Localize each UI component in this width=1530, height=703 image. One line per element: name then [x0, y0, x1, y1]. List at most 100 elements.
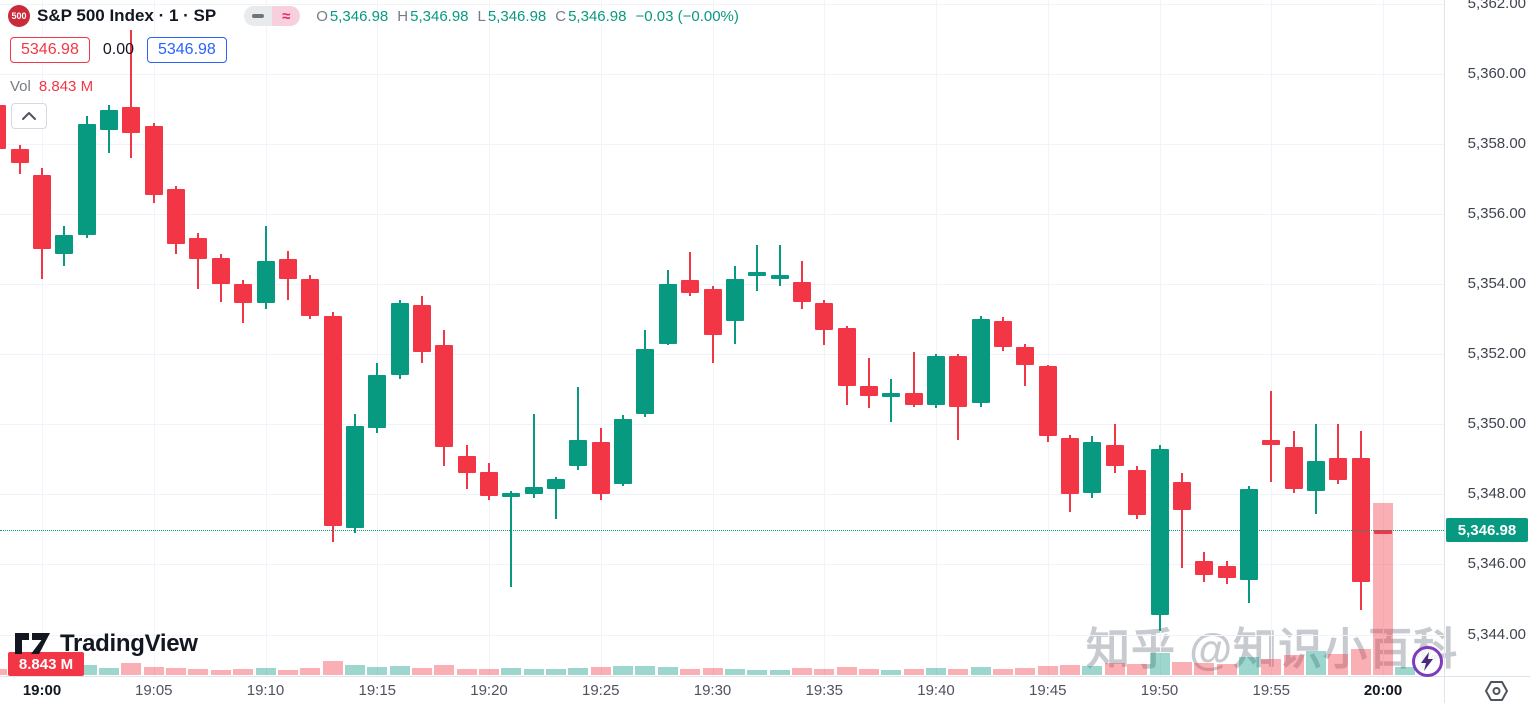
- candle-wick: [890, 378, 893, 423]
- candle-body: [636, 348, 655, 414]
- price-axis-label: 5,358.00: [1467, 134, 1526, 152]
- candle-body: [33, 175, 51, 249]
- legend-toggle-pills[interactable]: ≈: [244, 6, 301, 26]
- symbol-title[interactable]: S&P 500 Index · 1 · SP: [37, 6, 217, 25]
- volume-bar: [568, 668, 589, 675]
- time-axis-label: 19:25: [581, 682, 620, 699]
- volume-bar: [926, 668, 946, 675]
- volume-bar: [1194, 663, 1215, 675]
- candle-body: [591, 441, 610, 495]
- approx-toggle[interactable]: ≈: [272, 6, 301, 26]
- time-axis-label: 19:10: [246, 682, 285, 699]
- candle-body: [725, 278, 744, 321]
- time-axis-label: 19:55: [1252, 682, 1291, 699]
- volume-bar: [1261, 659, 1282, 675]
- last-price-label: 5,346.98: [1446, 518, 1528, 543]
- candle-body: [904, 392, 923, 405]
- candle-wick: [532, 413, 535, 498]
- volume-bar: [1283, 655, 1304, 675]
- gridline-horizontal: [0, 213, 1444, 215]
- time-axis[interactable]: 19:00 19:05 19:10 19:15 19:20 19:25 19:30 19:35…: [0, 676, 1530, 703]
- gridline-vertical: [265, 0, 267, 676]
- gridline-vertical: [936, 0, 937, 676]
- volume-bar: [1328, 654, 1349, 675]
- candle-wick: [689, 252, 692, 297]
- gridline-horizontal: [0, 143, 1444, 145]
- sell-price-button[interactable]: 5346.98: [10, 37, 90, 63]
- candle-body: [1061, 438, 1080, 495]
- hide-indicator-toggle[interactable]: [244, 6, 273, 26]
- candle-body: [1038, 366, 1057, 437]
- volume-bar: [1350, 649, 1371, 675]
- candle-body: [837, 327, 856, 386]
- candle-body: [435, 345, 454, 447]
- volume-bar: [479, 669, 499, 675]
- volume-bar: [948, 669, 969, 675]
- candle-body: [1329, 457, 1348, 481]
- gridline-vertical: [600, 0, 602, 676]
- gridline-horizontal: [0, 634, 1444, 636]
- time-axis-label: 19:05: [134, 682, 173, 699]
- volume-bar: [233, 669, 254, 675]
- chart-canvas[interactable]: [0, 0, 1444, 676]
- time-axis-label: 20:00: [1363, 682, 1403, 699]
- candle-body: [927, 355, 945, 405]
- candle-wick: [1337, 424, 1340, 484]
- volume-bar: [1015, 668, 1036, 675]
- candle-body: [1374, 530, 1392, 535]
- volume-bar: [166, 668, 187, 675]
- candle-body: [0, 105, 7, 149]
- time-axis-label: 19:40: [917, 682, 955, 699]
- price-axis-border: [1444, 0, 1445, 703]
- volume-bar: [411, 668, 432, 675]
- candle-wick: [912, 352, 915, 407]
- volume-bar: [747, 670, 768, 675]
- candle-body: [390, 303, 409, 376]
- candle-body: [703, 289, 722, 335]
- volume-bar: [99, 668, 120, 675]
- volume-bar: [300, 668, 321, 675]
- gridline-horizontal: [0, 73, 1444, 75]
- gridline-vertical: [377, 0, 379, 676]
- volume-readout: Vol 8.843 M: [10, 78, 93, 95]
- gridline-vertical: [42, 0, 43, 676]
- tradingview-logo[interactable]: TradingView: [14, 630, 198, 658]
- spread-value: 0.00: [102, 41, 134, 58]
- candle-body: [278, 259, 297, 279]
- volume-bar: [1037, 666, 1058, 675]
- candle-body: [547, 478, 566, 490]
- candle-body: [301, 278, 320, 316]
- candle-body: [167, 189, 186, 244]
- candle-wick: [197, 233, 200, 290]
- volume-bar: [702, 668, 723, 675]
- volume-bar: [255, 668, 276, 675]
- volume-bar: [814, 669, 835, 675]
- axis-settings-icon[interactable]: [1484, 680, 1509, 703]
- candle-body: [748, 271, 767, 276]
- volume-bar: [143, 667, 164, 675]
- volume-bar: [1082, 666, 1103, 675]
- price-axis-label: 5,356.00: [1467, 204, 1526, 222]
- vol-value: 8.843 M: [38, 78, 94, 95]
- volume-bar: [389, 666, 410, 675]
- candle-body: [792, 282, 811, 302]
- candle-body: [345, 425, 364, 528]
- candle-body: [1195, 560, 1214, 575]
- candle-body: [1105, 445, 1124, 467]
- volume-bar: [836, 667, 857, 675]
- volume-bar: [210, 670, 231, 675]
- gridline-horizontal: [0, 494, 1444, 496]
- volume-bar: [1060, 665, 1081, 675]
- buy-price-button[interactable]: 5346.98: [146, 37, 227, 63]
- candle-body: [1128, 469, 1147, 516]
- ohlc-readout: O 5,346.98 H 5,346.98 L 5,346.98 C 5,346.98 …: [316, 8, 739, 25]
- price-axis[interactable]: 5,346.98 5,362.00 5,360.00 5,358.00 5,356.0…: [1444, 0, 1530, 676]
- candle-wick: [1270, 390, 1273, 483]
- volume-bar: [881, 670, 902, 675]
- open-key: O: [316, 7, 328, 25]
- collapse-legend-button[interactable]: [11, 103, 47, 129]
- candle-body: [457, 455, 476, 474]
- volume-bar: [501, 668, 522, 675]
- gridline-horizontal: [0, 3, 1444, 5]
- candle-wick: [756, 245, 759, 291]
